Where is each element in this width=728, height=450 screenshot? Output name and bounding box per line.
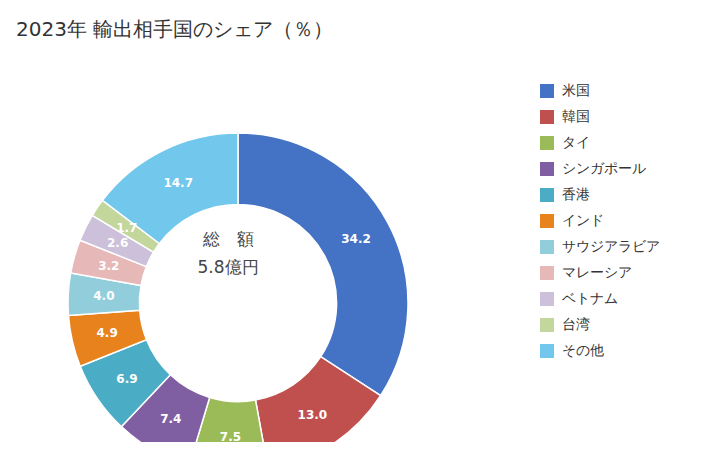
html-text:その他: その他 [562, 342, 604, 358]
html-text:サウジアラビア: サウジアラビア [562, 238, 660, 254]
html-text:シンガポール: シンガポール [562, 160, 646, 176]
html-text:香港: 香港 [562, 186, 590, 202]
html-text:タイ: タイ [562, 134, 590, 150]
html-text:米国: 米国 [562, 82, 590, 98]
html-text:総 額: 総 額 [202, 228, 254, 249]
svg-text:1.7: 1.7 [116, 221, 137, 235]
svg-text:2.6: 2.6 [107, 236, 128, 250]
html-text:台湾: 台湾 [562, 316, 590, 332]
svg-text:4.9: 4.9 [97, 326, 118, 340]
html-text:ベトナム: ベトナム [562, 290, 618, 306]
svg-text:7.5: 7.5 [220, 430, 241, 442]
svg-text:6.9: 6.9 [116, 372, 137, 386]
svg-text:14.7: 14.7 [163, 176, 193, 190]
svg-text:3.2: 3.2 [98, 259, 119, 273]
svg-text:4.0: 4.0 [93, 289, 114, 303]
html-text:マレーシア: マレーシア [562, 264, 632, 280]
html-text:インド: インド [562, 212, 604, 228]
html-text:韓国: 韓国 [562, 108, 590, 124]
svg-text:7.4: 7.4 [160, 412, 181, 426]
html-text:5.8億円: 5.8億円 [197, 256, 259, 277]
svg-text:13.0: 13.0 [298, 408, 328, 422]
svg-text:34.2: 34.2 [341, 232, 371, 246]
html-text:2023年 輸出相手国のシェア（％）: 2023年 輸出相手国のシェア（％） [16, 17, 334, 41]
